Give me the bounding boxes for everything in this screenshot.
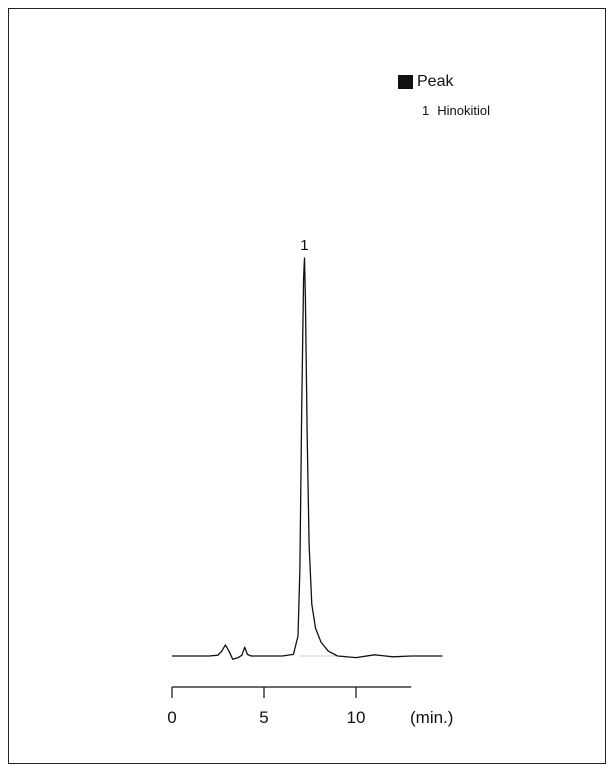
x-tick-label: 0	[167, 708, 176, 727]
x-tick-label: 10	[347, 708, 366, 727]
legend-entry-number: 1	[422, 103, 430, 118]
figure-frame	[8, 8, 606, 764]
x-axis: 0 5 10 (min.)	[167, 686, 453, 727]
peak-label-1: 1	[300, 237, 308, 254]
legend: Peak 1 Hinokitiol	[398, 73, 490, 118]
legend-entry: 1 Hinokitiol	[422, 103, 490, 118]
chromatogram-trace	[172, 257, 443, 660]
legend-swatch	[398, 75, 413, 89]
legend-title: Peak	[417, 73, 454, 90]
plot-area: 1	[172, 237, 443, 660]
x-axis-title: (min.)	[410, 708, 453, 727]
x-tick-label: 5	[259, 708, 268, 727]
x-axis-ticks: 0 5 10	[167, 687, 365, 727]
legend-entry-name: Hinokitiol	[437, 103, 490, 118]
